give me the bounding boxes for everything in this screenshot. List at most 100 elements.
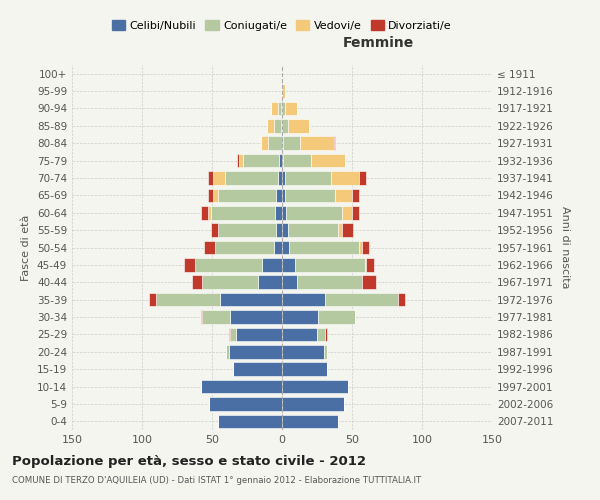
Bar xyxy=(271,102,278,115)
Bar xyxy=(201,206,208,220)
Bar xyxy=(282,362,327,376)
Bar xyxy=(352,206,359,220)
Bar xyxy=(282,240,289,254)
Bar xyxy=(300,136,334,150)
Bar xyxy=(282,206,286,220)
Bar xyxy=(282,188,285,202)
Bar xyxy=(215,240,274,254)
Bar xyxy=(282,84,285,98)
Bar xyxy=(201,310,202,324)
Bar xyxy=(295,258,365,272)
Bar xyxy=(237,154,239,168)
Bar xyxy=(282,119,287,132)
Bar xyxy=(342,224,353,237)
Bar xyxy=(214,171,224,185)
Bar xyxy=(334,136,335,150)
Bar xyxy=(285,171,331,185)
Bar xyxy=(287,224,338,237)
Bar xyxy=(229,328,230,341)
Bar xyxy=(282,171,285,185)
Bar xyxy=(365,258,366,272)
Text: Popolazione per età, sesso e stato civile - 2012: Popolazione per età, sesso e stato civil… xyxy=(12,455,366,468)
Bar xyxy=(193,276,202,289)
Bar xyxy=(202,310,230,324)
Bar xyxy=(233,362,282,376)
Bar xyxy=(282,380,348,394)
Bar xyxy=(239,154,243,168)
Bar xyxy=(275,206,282,220)
Bar xyxy=(285,102,298,115)
Bar xyxy=(335,188,352,202)
Bar xyxy=(362,240,369,254)
Text: COMUNE DI TERZO D'AQUILEIA (UD) - Dati ISTAT 1° gennaio 2012 - Elaborazione TUTT: COMUNE DI TERZO D'AQUILEIA (UD) - Dati I… xyxy=(12,476,421,485)
Bar xyxy=(211,224,218,237)
Bar xyxy=(324,345,327,358)
Bar xyxy=(285,188,335,202)
Bar xyxy=(278,171,282,185)
Bar xyxy=(279,154,282,168)
Bar xyxy=(236,328,282,341)
Bar xyxy=(398,293,405,306)
Bar xyxy=(362,276,376,289)
Bar xyxy=(282,154,283,168)
Bar xyxy=(274,240,282,254)
Bar xyxy=(281,84,282,98)
Bar xyxy=(274,119,281,132)
Bar xyxy=(262,258,282,272)
Bar xyxy=(214,188,218,202)
Bar xyxy=(261,136,268,150)
Bar xyxy=(281,119,282,132)
Bar xyxy=(218,224,277,237)
Bar xyxy=(359,171,366,185)
Bar xyxy=(287,119,308,132)
Bar xyxy=(243,154,279,168)
Bar xyxy=(184,258,195,272)
Bar xyxy=(202,276,258,289)
Bar xyxy=(281,102,282,115)
Bar xyxy=(282,414,338,428)
Bar xyxy=(208,188,214,202)
Bar xyxy=(230,310,282,324)
Y-axis label: Anni di nascita: Anni di nascita xyxy=(560,206,570,289)
Bar xyxy=(289,240,359,254)
Bar xyxy=(208,206,211,220)
Bar xyxy=(286,206,342,220)
Bar xyxy=(268,136,282,150)
Bar xyxy=(325,328,327,341)
Bar xyxy=(282,328,317,341)
Bar xyxy=(319,310,355,324)
Bar xyxy=(220,293,282,306)
Bar xyxy=(277,188,282,202)
Legend: Celibi/Nubili, Coniugati/e, Vedovi/e, Divorziati/e: Celibi/Nubili, Coniugati/e, Vedovi/e, Di… xyxy=(107,16,457,36)
Bar xyxy=(282,293,325,306)
Bar xyxy=(266,119,274,132)
Bar xyxy=(359,240,362,254)
Bar xyxy=(325,293,398,306)
Bar xyxy=(282,345,324,358)
Text: Femmine: Femmine xyxy=(343,36,414,51)
Bar xyxy=(298,276,362,289)
Bar xyxy=(218,188,277,202)
Bar xyxy=(283,136,300,150)
Bar xyxy=(195,258,262,272)
Bar xyxy=(311,154,345,168)
Bar xyxy=(226,345,229,358)
Bar xyxy=(156,293,220,306)
Bar xyxy=(224,171,278,185)
Bar xyxy=(149,293,156,306)
Bar xyxy=(209,397,282,410)
Bar xyxy=(338,224,342,237)
Bar xyxy=(331,171,359,185)
Bar xyxy=(203,240,215,254)
Bar xyxy=(230,328,236,341)
Bar xyxy=(366,258,374,272)
Bar xyxy=(282,310,319,324)
Bar xyxy=(283,154,311,168)
Bar xyxy=(282,258,295,272)
Y-axis label: Fasce di età: Fasce di età xyxy=(22,214,31,280)
Bar xyxy=(258,276,282,289)
Bar xyxy=(282,102,285,115)
Bar xyxy=(277,224,282,237)
Bar xyxy=(317,328,325,341)
Bar xyxy=(201,380,282,394)
